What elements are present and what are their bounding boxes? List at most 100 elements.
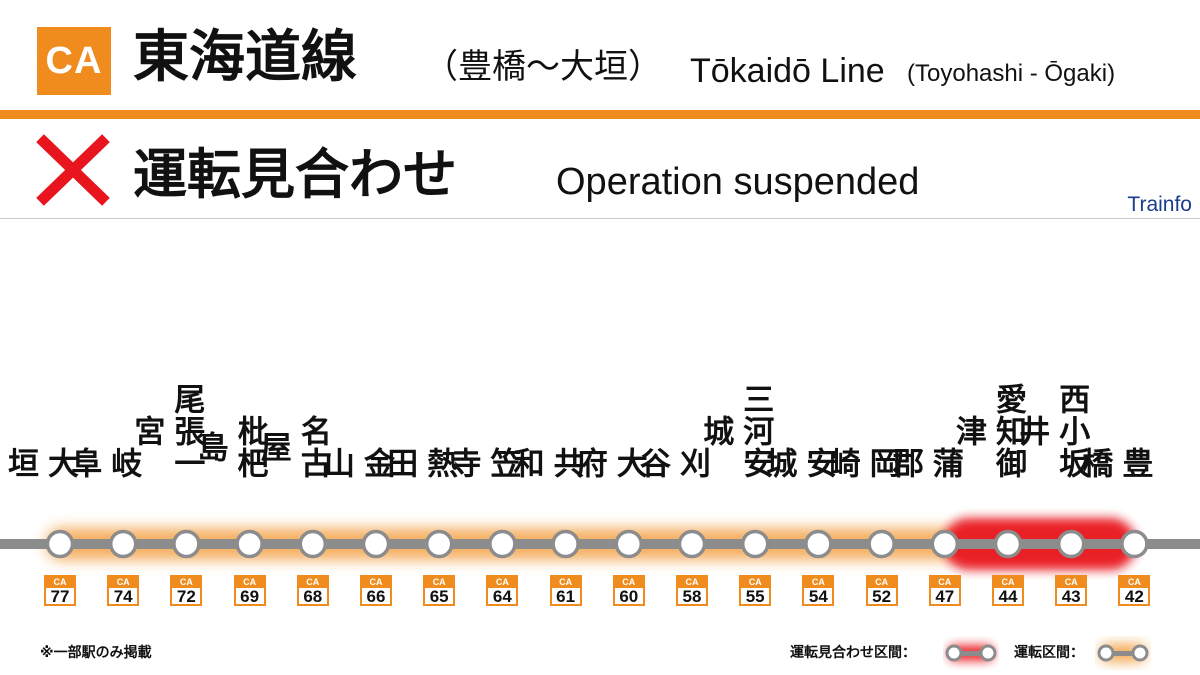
station-code-61: CA 61 (549, 575, 582, 606)
station-code-line: CA (741, 577, 770, 588)
station-marker-68 (298, 529, 328, 559)
track-line (0, 539, 1200, 549)
station-code-line: CA (425, 577, 454, 588)
station-code-54: CA 54 (802, 575, 835, 606)
station-name-72: 尾張一宮 (128, 383, 205, 479)
station-code-line: CA (867, 577, 896, 588)
station-code-66: CA 66 (360, 575, 392, 606)
station-name-60: 大府 (570, 446, 647, 479)
station-code-65: CA 65 (423, 575, 456, 606)
station-marker-65 (424, 529, 454, 559)
station-code-number: 47 (935, 587, 955, 606)
station-code-number: 58 (682, 587, 702, 606)
station-marker-54 (804, 529, 833, 559)
station-code-line: CA (172, 577, 201, 588)
station-name-61: 共和 (507, 446, 584, 479)
station-name-74: 岐阜 (65, 446, 142, 479)
station-code-number: 72 (176, 587, 196, 606)
station-code-line: CA (930, 577, 959, 588)
line-name-en: Tōkaidō Line (690, 52, 885, 90)
station-code-line: CA (488, 577, 517, 588)
station-code-58: CA 58 (676, 575, 708, 606)
legend-operating-sample (1097, 644, 1149, 662)
station-name-47: 蒲郡 (886, 446, 963, 479)
station-marker-64 (488, 529, 517, 559)
station-code-43: CA 43 (1055, 575, 1088, 606)
station-code-64: CA 64 (486, 575, 519, 606)
line-section-jp: （豊橋〜大垣） (424, 47, 662, 87)
station-name-65: 熱田 (381, 446, 458, 479)
station-code-line: CA (109, 577, 138, 588)
station-name-52: 岡崎 (823, 446, 900, 479)
station-code-77: CA 77 (44, 575, 76, 606)
station-code-number: 42 (1124, 587, 1144, 606)
station-code-line: CA (46, 577, 74, 588)
station-name-55: 三河安城 (697, 383, 774, 479)
station-code-number: 74 (113, 587, 133, 606)
line-section-en: (Toyohashi - Ōgaki) (907, 60, 1116, 87)
station-code-line: CA (551, 577, 580, 588)
cross-icon (36, 134, 110, 206)
station-code-47: CA 47 (928, 575, 961, 606)
station-code-line: CA (298, 577, 327, 588)
station-name-43: 西小坂井 (1013, 383, 1090, 479)
station-code-line: CA (1120, 577, 1149, 588)
station-code-line: CA (362, 577, 390, 588)
header: CA 東海道線 （豊橋〜大垣） Tōkaidō Line (Toyohashi … (0, 0, 1200, 110)
station-code-number: 66 (366, 587, 386, 606)
footnote: ※一部駅のみ掲載 (40, 645, 152, 661)
station-marker-60 (614, 529, 644, 559)
station-code-55: CA 55 (739, 575, 772, 606)
station-name-44: 愛知御津 (950, 383, 1026, 479)
station-marker-43 (1056, 529, 1086, 559)
line-color-bar (0, 110, 1200, 119)
station-code-number: 77 (50, 587, 70, 606)
station-name-64: 笠寺 (444, 446, 521, 479)
divider (0, 218, 1200, 219)
station-marker-72 (172, 529, 201, 559)
status-text-jp: 運転見合わせ (133, 143, 457, 206)
station-code-number: 64 (492, 587, 512, 606)
station-name-58: 刈谷 (634, 446, 710, 479)
station-code-68: CA 68 (296, 575, 329, 606)
legend-suspended-label: 運転見合わせ区間： (790, 645, 916, 661)
station-marker-47 (930, 529, 960, 559)
station-name-54: 安城 (760, 446, 837, 479)
station-code-52: CA 52 (865, 575, 898, 606)
station-code-number: 44 (998, 587, 1018, 606)
station-code-60: CA 60 (612, 575, 645, 606)
station-marker-58 (677, 529, 707, 559)
station-code-line: CA (994, 577, 1022, 588)
station-marker-74 (108, 529, 138, 559)
station-code-69: CA 69 (233, 575, 266, 606)
legend-operating-label: 運転区間： (1014, 645, 1084, 661)
station-marker-52 (867, 529, 896, 559)
suspended-section-highlight (942, 518, 1137, 570)
line-badge: CA (37, 27, 111, 95)
station-name-42: 豊橋 (1076, 446, 1153, 479)
station-code-number: 69 (240, 587, 260, 606)
station-code-line: CA (678, 577, 706, 588)
station-code-number: 61 (556, 587, 576, 606)
legend-suspended-sample (945, 644, 997, 662)
station-marker-77 (45, 529, 75, 559)
brand-logo: Trainfo (1127, 193, 1192, 216)
station-code-number: 54 (808, 587, 828, 606)
station-code-74: CA 74 (107, 575, 140, 606)
station-marker-44 (993, 529, 1023, 559)
station-marker-55 (740, 529, 770, 559)
station-code-number: 60 (619, 587, 639, 606)
station-marker-69 (235, 529, 264, 559)
station-code-line: CA (614, 577, 643, 588)
station-code-44: CA 44 (992, 575, 1024, 606)
station-code-42: CA 42 (1118, 575, 1151, 606)
station-name-69: 枇杷島 (191, 414, 268, 479)
station-code-line: CA (235, 577, 264, 588)
station-marker-61 (551, 529, 580, 559)
line-name-jp: 東海道線 (133, 25, 357, 90)
station-code-line: CA (1057, 577, 1086, 588)
station-code-72: CA 72 (170, 575, 203, 606)
station-code-number: 55 (745, 587, 765, 606)
status-text-en: Operation suspended (556, 161, 920, 203)
station-name-68: 名古屋 (254, 414, 331, 479)
